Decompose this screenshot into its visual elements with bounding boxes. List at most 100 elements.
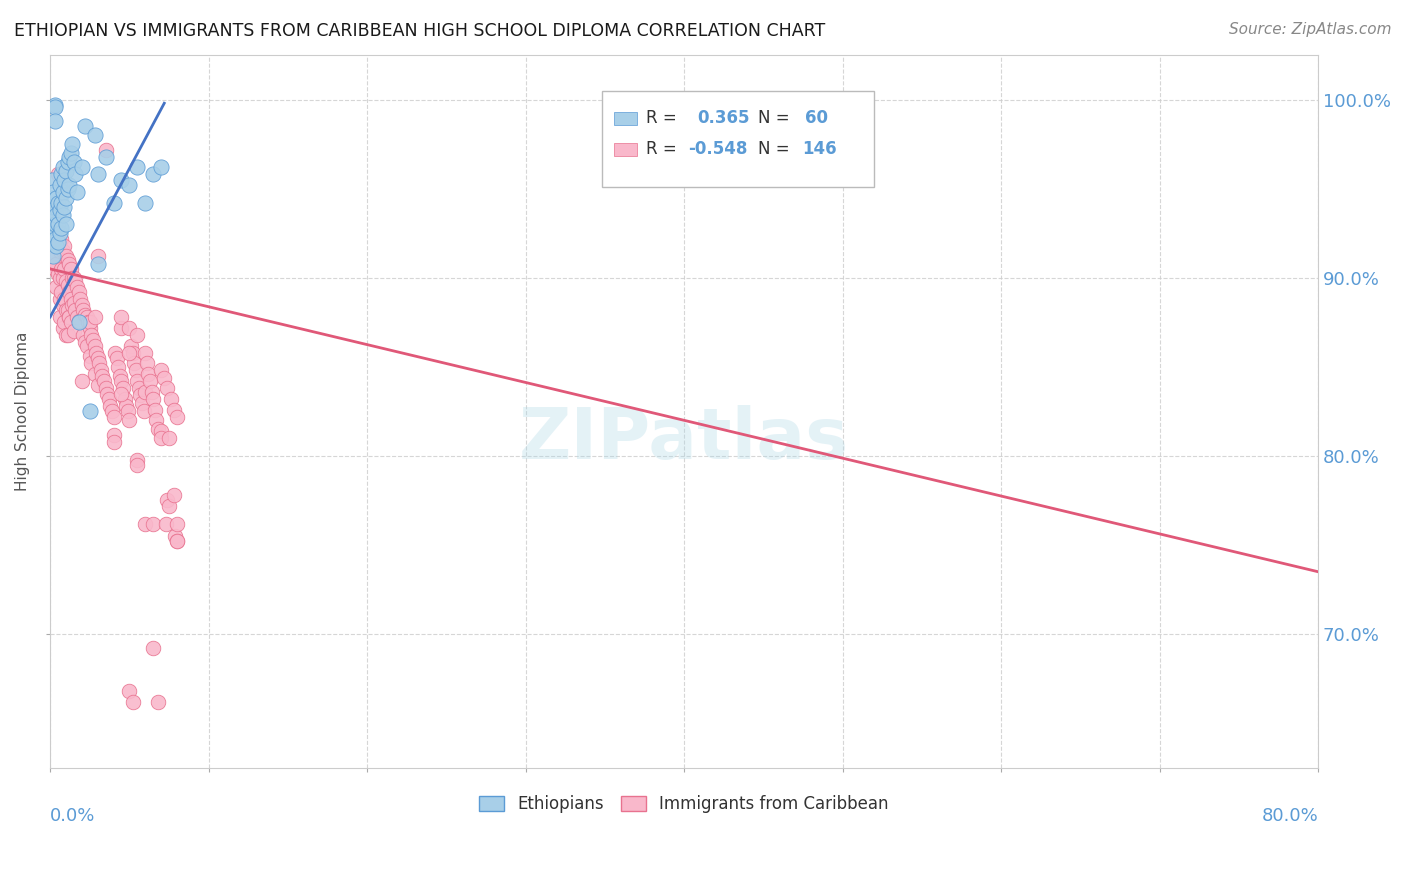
Point: [101, 404, 124, 418]
Point: [110, 310, 132, 324]
Point: [41, 203, 63, 218]
Point: [127, 327, 149, 342]
Point: [118, 320, 141, 334]
Point: [41, 218, 63, 232]
Point: [70, 374, 93, 388]
Point: [165, 529, 187, 543]
Point: [146, 422, 169, 436]
Point: [90, 363, 112, 377]
Point: [45, 232, 67, 246]
Point: [96, 386, 118, 401]
Point: [48, 310, 70, 324]
Point: [156, 493, 179, 508]
Point: [56, 252, 79, 267]
Point: [127, 458, 149, 472]
Point: [44, 261, 66, 276]
Point: [58, 178, 80, 193]
Point: [56, 155, 79, 169]
Point: [98, 399, 121, 413]
Point: [45, 191, 67, 205]
Point: [55, 274, 77, 288]
Point: [42, 249, 65, 263]
Point: [121, 695, 143, 709]
Point: [132, 404, 155, 418]
Point: [86, 168, 108, 182]
Point: [42, 200, 65, 214]
Point: [55, 191, 77, 205]
Point: [142, 168, 165, 182]
Point: [59, 315, 82, 329]
Point: [97, 392, 120, 406]
Point: [60, 297, 83, 311]
Point: [103, 409, 125, 424]
Point: [53, 200, 76, 214]
Text: 0.0%: 0.0%: [51, 807, 96, 825]
Point: [163, 402, 186, 417]
Point: [86, 249, 108, 263]
Point: [52, 297, 75, 311]
Text: N =: N =: [758, 109, 789, 127]
Point: [70, 297, 93, 311]
Point: [146, 695, 169, 709]
Point: [141, 384, 163, 399]
Point: [65, 168, 87, 182]
Point: [77, 315, 100, 329]
Point: [59, 146, 82, 161]
Point: [60, 270, 83, 285]
Text: 146: 146: [801, 140, 837, 158]
Point: [150, 161, 173, 175]
Point: [58, 310, 80, 324]
FancyBboxPatch shape: [602, 91, 875, 187]
Point: [63, 270, 86, 285]
Point: [52, 320, 75, 334]
Point: [48, 203, 70, 218]
Point: [159, 392, 181, 406]
Point: [56, 277, 79, 292]
Point: [166, 409, 188, 424]
Point: [55, 218, 77, 232]
Point: [73, 120, 96, 134]
Text: R =: R =: [647, 109, 676, 127]
Point: [82, 333, 104, 347]
Point: [51, 168, 73, 182]
Point: [142, 641, 165, 656]
Point: [44, 114, 66, 128]
Point: [44, 239, 66, 253]
Point: [91, 368, 114, 383]
Point: [157, 431, 180, 445]
Point: [117, 404, 139, 418]
Point: [58, 310, 80, 324]
Text: 60: 60: [804, 109, 828, 127]
Point: [56, 327, 79, 342]
Point: [79, 349, 101, 363]
Point: [150, 363, 173, 377]
Point: [55, 249, 77, 263]
Point: [112, 381, 135, 395]
Point: [48, 244, 70, 258]
Point: [46, 196, 69, 211]
Point: [118, 684, 141, 698]
Point: [70, 161, 93, 175]
Point: [79, 315, 101, 329]
Point: [59, 261, 82, 276]
Point: [139, 374, 162, 388]
Point: [44, 100, 66, 114]
Point: [145, 413, 167, 427]
Point: [65, 302, 87, 317]
Point: [51, 196, 73, 211]
Point: [52, 209, 75, 223]
Point: [131, 395, 153, 409]
Point: [52, 186, 75, 200]
Point: [73, 308, 96, 322]
Point: [125, 363, 148, 377]
Point: [89, 356, 111, 370]
Point: [128, 381, 150, 395]
Point: [138, 367, 160, 381]
Point: [86, 256, 108, 270]
Point: [110, 173, 132, 187]
Point: [157, 499, 180, 513]
Point: [166, 534, 188, 549]
Point: [118, 413, 141, 427]
Point: [58, 256, 80, 270]
Point: [76, 310, 98, 324]
